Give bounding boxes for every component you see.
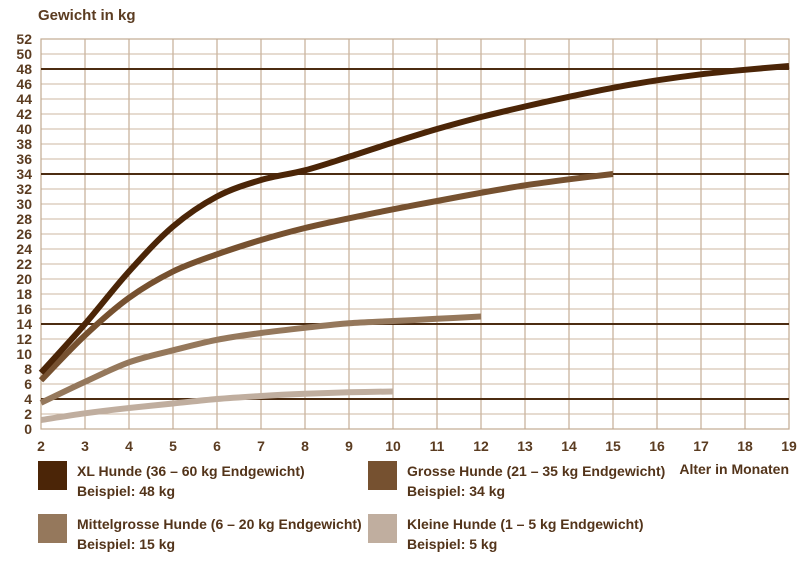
legend-swatch-kleine-hunde [368,514,397,543]
x-tick-label: 11 [430,438,445,454]
y-tick-label: 48 [16,61,32,77]
x-tick-label: 15 [605,438,621,454]
y-tick-label: 44 [16,91,32,107]
growth-chart: 0246810121416182022242628303234363840424… [16,31,797,454]
y-tick-label: 40 [16,121,32,137]
x-tick-label: 19 [781,438,797,454]
y-tick-label: 52 [16,31,32,47]
y-tick-label: 26 [16,226,32,242]
x-tick-label: 16 [649,438,665,454]
y-tick-label: 36 [16,151,32,167]
x-tick-label: 14 [561,438,577,454]
legend-label: Kleine Hunde (1 – 5 kg Endgewicht) [407,516,644,532]
y-tick-label: 38 [16,136,32,152]
x-tick-label: 10 [385,438,401,454]
x-tick-label: 18 [737,438,753,454]
y-tick-label: 8 [24,361,32,377]
y-tick-label: 34 [16,166,32,182]
x-tick-label: 5 [169,438,177,454]
curve-xl-hunde [38,63,790,375]
legend-item-mittelgrosse-hunde: Mittelgrosse Hunde (6 – 20 kg Endgewicht… [38,514,362,554]
legend-example: Beispiel: 5 kg [407,536,498,552]
y-tick-label: 28 [16,211,32,227]
legend-example: Beispiel: 48 kg [77,483,176,499]
y-tick-label: 2 [24,406,32,422]
y-tick-label: 16 [16,301,32,317]
curve-mittelgrosse-hunde [39,313,482,406]
y-tick-label: 14 [16,316,32,332]
y-axis-title: Gewicht in kg [38,7,136,24]
x-tick-label: 9 [345,438,353,454]
legend-label: XL Hunde (36 – 60 kg Endgewicht) [77,463,305,479]
x-tick-label: 3 [81,438,89,454]
legend-item-xl-hunde: XL Hunde (36 – 60 kg Endgewicht) Beispie… [38,461,305,501]
curve-grosse-hunde [38,171,614,383]
x-tick-label: 6 [213,438,221,454]
legend-swatch-grosse-hunde [368,461,397,490]
x-tick-label: 13 [517,438,533,454]
legend-swatch-xl-hunde [38,461,67,490]
x-tick-label: 4 [125,438,133,454]
legend-item-grosse-hunde: Grosse Hunde (21 – 35 kg Endgewicht) Bei… [368,461,665,501]
y-tick-label: 10 [16,346,32,362]
legend-example: Beispiel: 15 kg [77,536,176,552]
y-tick-label: 42 [16,106,32,122]
x-tick-label: 2 [37,438,45,454]
x-tick-label: 17 [693,438,709,454]
legend-example: Beispiel: 34 kg [407,483,506,499]
y-tick-label: 6 [24,376,32,392]
x-axis-title: Alter in Monaten [679,461,789,477]
y-tick-label: 30 [16,196,32,212]
x-tick-label: 12 [473,438,489,454]
y-tick-label: 0 [24,421,32,437]
legend-label: Grosse Hunde (21 – 35 kg Endgewicht) [407,463,666,479]
x-tick-label: 7 [257,438,265,454]
x-tick-label: 8 [301,438,309,454]
legend-label: Mittelgrosse Hunde (6 – 20 kg Endgewicht… [77,516,362,532]
curve-kleine-hunde [40,388,394,423]
y-tick-label: 4 [24,391,32,407]
y-tick-label: 50 [16,46,32,62]
y-tick-label: 46 [16,76,32,92]
y-tick-label: 32 [16,181,32,197]
y-tick-label: 22 [16,256,32,272]
y-tick-label: 24 [16,241,32,257]
y-tick-label: 20 [16,271,32,287]
y-tick-label: 12 [16,331,32,347]
legend-swatch-mittelgrosse-hunde [38,514,67,543]
legend-item-kleine-hunde: Kleine Hunde (1 – 5 kg Endgewicht) Beisp… [368,514,643,554]
plot-border [40,38,790,430]
y-tick-label: 18 [16,286,32,302]
